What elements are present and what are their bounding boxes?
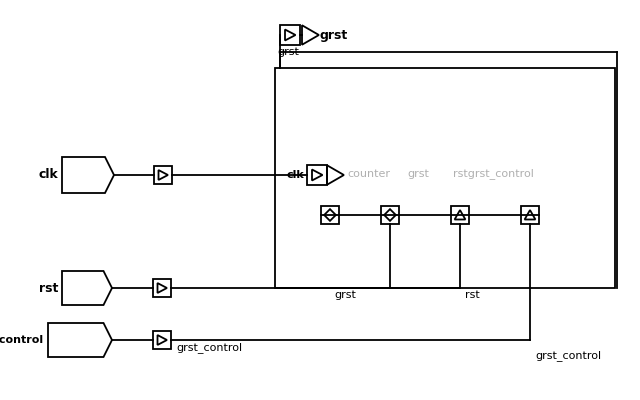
Text: rst: rst — [465, 290, 480, 300]
Bar — [321, 206, 339, 224]
Text: rst: rst — [38, 282, 58, 294]
Text: clk: clk — [286, 170, 304, 180]
Text: grst: grst — [277, 47, 299, 57]
Text: grst_control: grst_control — [176, 342, 242, 353]
Bar — [307, 165, 327, 185]
Text: grst: grst — [407, 169, 429, 179]
Bar — [521, 206, 539, 224]
Bar — [275, 68, 615, 288]
Text: counter: counter — [347, 169, 390, 179]
Bar — [154, 166, 172, 184]
Bar — [153, 279, 171, 297]
Bar — [153, 331, 171, 349]
Text: clk: clk — [38, 168, 58, 182]
Bar — [451, 206, 469, 224]
Text: rstgrst_control: rstgrst_control — [453, 168, 534, 180]
Text: grst: grst — [320, 28, 348, 42]
Text: grst_control: grst_control — [0, 335, 44, 345]
Text: grst: grst — [334, 290, 356, 300]
Bar — [381, 206, 399, 224]
Bar — [280, 25, 300, 45]
Text: grst_control: grst_control — [535, 350, 601, 361]
